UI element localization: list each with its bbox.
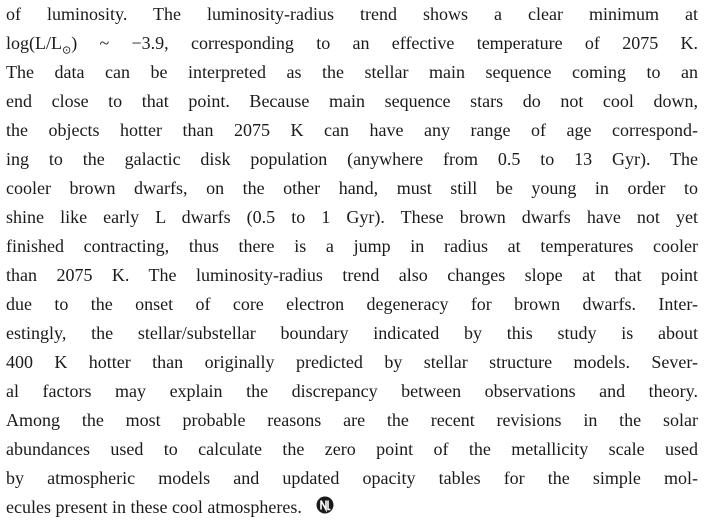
text-line: shine like early L dwarfs (0.5 to 1 Gyr)…: [6, 207, 698, 227]
text-line: The data can be interpreted as the stell…: [6, 62, 698, 82]
text-line: al factors may explain the discrepancy b…: [6, 381, 698, 401]
text-line: due to the onset of core electron degene…: [6, 294, 698, 314]
text-line: Among the most probable reasons are the …: [6, 410, 698, 430]
text-line: abundances used to calculate the zero po…: [6, 439, 698, 459]
text-line: end close to that point. Because main se…: [6, 91, 698, 111]
text-line: finished contracting, thus there is a ju…: [6, 236, 698, 256]
text-line: of luminosity. The luminosity-radius tre…: [6, 4, 698, 24]
text-line: ing to the galactic disk population (any…: [6, 149, 698, 169]
text-line: by atmospheric models and updated opacit…: [6, 468, 698, 488]
subscript: ⊙: [62, 44, 72, 57]
text-segment: log(L/L: [6, 33, 62, 53]
text-segment: ) ~ −3.9, corresponding to an effective …: [71, 33, 698, 53]
text-line: log(L/L⊙) ~ −3.9, corresponding to an ef…: [6, 29, 698, 58]
end-mark: [316, 496, 334, 514]
text-line: estingly, the stellar/substellar boundar…: [6, 323, 698, 343]
text-line: than 2075 K. The luminosity-radius trend…: [6, 265, 698, 285]
text-line: 400 K hotter than originally predicted b…: [6, 352, 698, 372]
text-line: cooler brown dwarfs, on the other hand, …: [6, 178, 698, 198]
text-line: ecules present in these cool atmospheres…: [6, 493, 698, 522]
text-line: the objects hotter than 2075 K can have …: [6, 120, 698, 140]
